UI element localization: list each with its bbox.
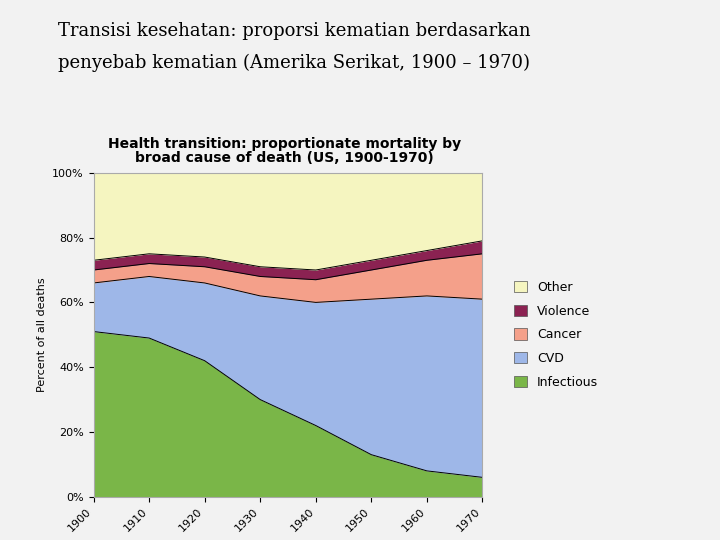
Text: penyebab kematian (Amerika Serikat, 1900 – 1970): penyebab kematian (Amerika Serikat, 1900…: [58, 54, 530, 72]
Text: broad cause of death (US, 1900-1970): broad cause of death (US, 1900-1970): [135, 151, 433, 165]
Legend: Other, Violence, Cancer, CVD, Infectious: Other, Violence, Cancer, CVD, Infectious: [508, 275, 604, 395]
Y-axis label: Percent of all deaths: Percent of all deaths: [37, 278, 47, 392]
Text: Health transition: proportionate mortality by: Health transition: proportionate mortali…: [108, 137, 461, 151]
Text: Transisi kesehatan: proporsi kematian berdasarkan: Transisi kesehatan: proporsi kematian be…: [58, 22, 530, 39]
